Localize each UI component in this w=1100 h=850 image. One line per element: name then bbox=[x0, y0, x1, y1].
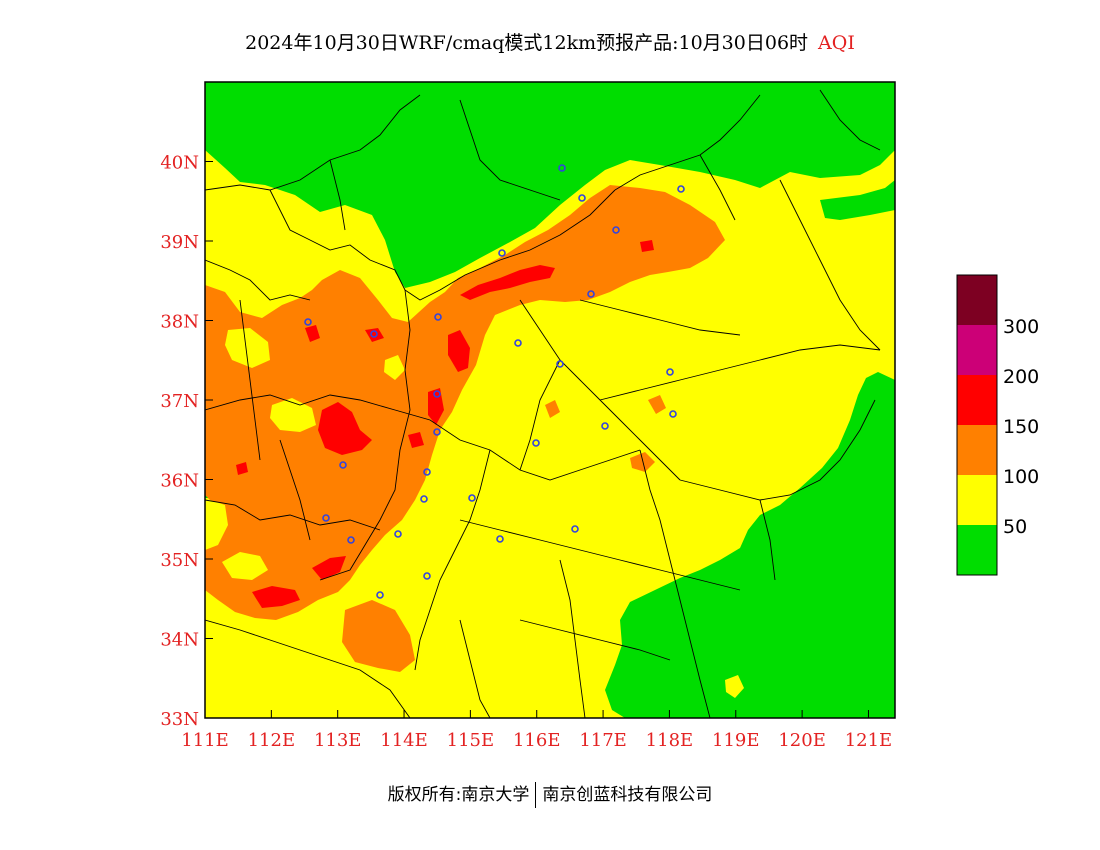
aqi-band-green-ne bbox=[820, 180, 895, 220]
aqi-legend: 50 100 150 200 300 bbox=[956, 274, 1039, 576]
aqi-band-yellow-hole-w bbox=[225, 328, 270, 368]
station-marker bbox=[514, 339, 522, 347]
copyright-footer: 版权所有:南京大学 南京创蓝科技有限公司 bbox=[0, 780, 1100, 808]
footer-right: 南京创蓝科技有限公司 bbox=[542, 785, 713, 805]
station-marker bbox=[532, 439, 540, 447]
lon-tick-label: 116E bbox=[513, 730, 561, 751]
legend-swatch-0 bbox=[957, 525, 997, 575]
aqi-band-red-11 bbox=[408, 432, 424, 448]
aqi-band-green-north bbox=[205, 82, 895, 288]
aqi-band-orange-south bbox=[342, 600, 415, 672]
aqi-band-red-4 bbox=[428, 388, 444, 425]
footer-left: 版权所有:南京大学 bbox=[387, 785, 530, 805]
legend-label: 200 bbox=[1003, 366, 1039, 388]
lon-tick-label: 114E bbox=[380, 730, 428, 751]
lat-tick-label: 40N bbox=[160, 153, 199, 174]
lon-tick-label: 113E bbox=[314, 730, 362, 751]
lon-tick-label: 120E bbox=[778, 730, 826, 751]
station-marker bbox=[601, 422, 609, 430]
lon-tick-label: 111E bbox=[181, 730, 229, 751]
station-marker bbox=[370, 330, 378, 338]
lat-tick-label: 33N bbox=[160, 709, 199, 730]
station-marker bbox=[669, 410, 677, 418]
lat-tick-label: 34N bbox=[160, 630, 199, 651]
aqi-band-green-se bbox=[605, 372, 895, 718]
legend-label: 100 bbox=[1003, 466, 1039, 488]
aqi-field bbox=[205, 82, 895, 718]
lon-tick-label: 119E bbox=[712, 730, 760, 751]
station-marker bbox=[339, 461, 347, 469]
station-marker bbox=[376, 591, 384, 599]
station-marker bbox=[578, 194, 586, 202]
legend-label: 50 bbox=[1003, 516, 1027, 538]
aqi-band-orange-patch2 bbox=[648, 395, 666, 414]
aqi-band-red-3 bbox=[448, 330, 470, 372]
station-marker bbox=[556, 360, 564, 368]
station-marker bbox=[571, 525, 579, 533]
station-marker bbox=[304, 318, 312, 326]
station-marker bbox=[423, 572, 431, 580]
station-marker bbox=[433, 390, 441, 398]
station-marker bbox=[394, 530, 402, 538]
station-marker bbox=[434, 313, 442, 321]
footer-separator bbox=[535, 782, 537, 808]
legend-swatch-4 bbox=[957, 325, 997, 375]
aqi-band-yellow-hole-sw bbox=[222, 552, 268, 580]
aqi-band-red-1 bbox=[460, 265, 555, 300]
aqi-band-red-10 bbox=[236, 462, 248, 475]
legend-swatch-2 bbox=[957, 425, 997, 475]
boundary-lines bbox=[205, 89, 881, 718]
lon-tick-label: 121E bbox=[845, 730, 893, 751]
lon-tick-label: 118E bbox=[646, 730, 694, 751]
aqi-band-red-5 bbox=[252, 586, 300, 608]
lat-tick-label: 39N bbox=[160, 232, 199, 253]
lat-tick-label: 37N bbox=[160, 391, 199, 412]
axis-tick-labels: 111E 112E 113E 114E 115E 116E 117E 118E 119E 120E… bbox=[160, 153, 892, 752]
lon-tick-label: 117E bbox=[579, 730, 627, 751]
station-marker bbox=[433, 428, 441, 436]
lat-tick-label: 36N bbox=[160, 471, 199, 492]
station-marker bbox=[468, 494, 476, 502]
title-main: 2024年10月30日WRF/cmaq模式12km预报产品:10月30日06时 bbox=[245, 32, 809, 54]
station-markers bbox=[304, 164, 685, 599]
aqi-band-orange-patch1 bbox=[630, 452, 655, 472]
station-marker bbox=[322, 514, 330, 522]
legend-swatch-5 bbox=[957, 275, 997, 325]
station-marker bbox=[558, 164, 566, 172]
aqi-band-red-7 bbox=[305, 325, 320, 342]
aqi-band-red-8 bbox=[365, 328, 384, 342]
lon-tick-label: 115E bbox=[447, 730, 495, 751]
legend-label: 300 bbox=[1003, 316, 1039, 338]
lon-tick-label: 112E bbox=[248, 730, 296, 751]
map-title: 2024年10月30日WRF/cmaq模式12km预报产品:10月30日06时 A… bbox=[0, 28, 1100, 55]
legend-swatch-1 bbox=[957, 475, 997, 525]
lat-tick-label: 35N bbox=[160, 550, 199, 571]
station-marker bbox=[496, 535, 504, 543]
aqi-band-orange-main bbox=[205, 185, 725, 620]
legend-swatch-3 bbox=[957, 375, 997, 425]
station-marker bbox=[423, 468, 431, 476]
aqi-band-yellow-hole-w2 bbox=[270, 398, 316, 432]
aqi-band-red-2 bbox=[318, 402, 372, 455]
station-marker bbox=[666, 368, 674, 376]
station-marker bbox=[587, 290, 595, 298]
axis-ticks bbox=[204, 161, 869, 719]
legend-frame bbox=[956, 274, 998, 576]
aqi-band-red-9 bbox=[640, 240, 654, 252]
station-marker bbox=[347, 536, 355, 544]
aqi-band-yellow-island bbox=[725, 675, 744, 698]
aqi-band-red-6 bbox=[312, 556, 346, 580]
station-marker bbox=[420, 495, 428, 503]
station-marker bbox=[677, 185, 685, 193]
station-marker bbox=[612, 226, 620, 234]
legend-label: 150 bbox=[1003, 416, 1039, 438]
aqi-band-yellow-hole-c bbox=[384, 355, 405, 380]
lat-tick-label: 38N bbox=[160, 312, 199, 333]
aqi-band-orange-patch3 bbox=[545, 400, 560, 418]
title-sub: AQI bbox=[818, 32, 855, 54]
station-marker bbox=[498, 249, 506, 257]
